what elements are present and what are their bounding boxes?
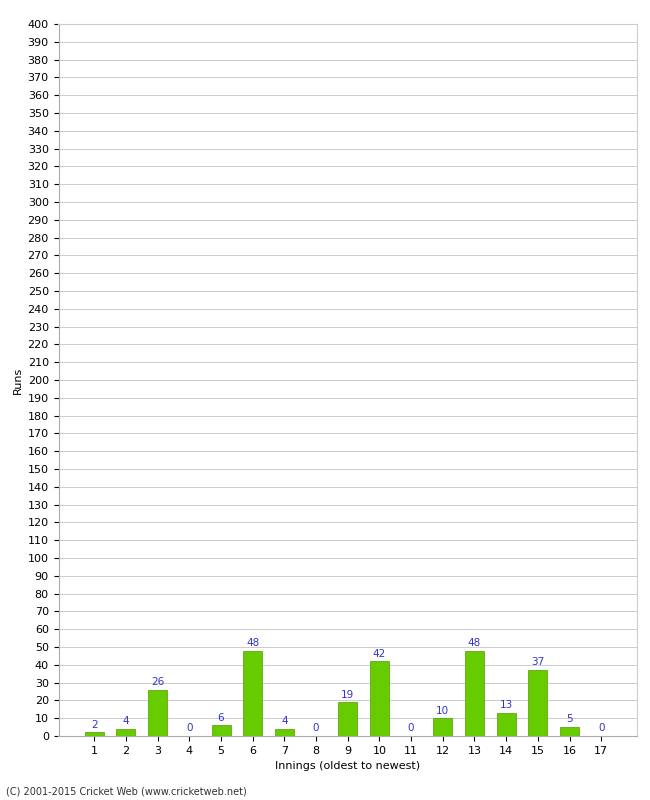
Bar [497,713,515,736]
Text: 4: 4 [281,716,288,726]
Text: 2: 2 [91,720,98,730]
Text: (C) 2001-2015 Cricket Web (www.cricketweb.net): (C) 2001-2015 Cricket Web (www.cricketwe… [6,786,247,796]
Text: 6: 6 [218,713,224,722]
Text: 19: 19 [341,690,354,699]
Bar [528,670,547,736]
Text: 37: 37 [531,658,545,667]
Text: 26: 26 [151,677,164,687]
X-axis label: Innings (oldest to newest): Innings (oldest to newest) [275,762,421,771]
Text: 0: 0 [186,723,192,734]
Text: 48: 48 [468,638,481,648]
Text: 42: 42 [373,649,386,658]
Bar [243,650,262,736]
Bar [465,650,484,736]
Text: 4: 4 [123,716,129,726]
Bar [560,727,579,736]
Text: 13: 13 [500,700,513,710]
Bar [338,702,358,736]
Text: 48: 48 [246,638,259,648]
Text: 0: 0 [313,723,319,734]
Bar [211,726,231,736]
Bar [370,662,389,736]
Y-axis label: Runs: Runs [14,366,23,394]
Bar [84,733,104,736]
Text: 5: 5 [566,714,573,725]
Text: 0: 0 [408,723,414,734]
Text: 10: 10 [436,706,449,715]
Bar [434,718,452,736]
Bar [275,729,294,736]
Text: 0: 0 [598,723,604,734]
Bar [116,729,135,736]
Bar [148,690,167,736]
